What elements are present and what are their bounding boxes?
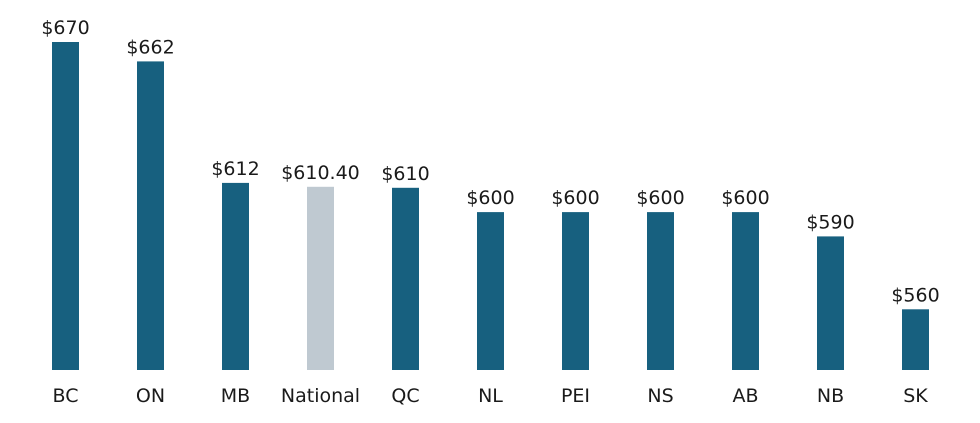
value-label-ab: $600: [721, 187, 769, 209]
category-label-sk: SK: [903, 385, 928, 407]
value-label-nl: $600: [466, 187, 514, 209]
category-label-ns: NS: [647, 385, 673, 407]
bar-on: [137, 61, 164, 371]
bars-group: [52, 42, 929, 371]
bar-sk: [902, 309, 929, 370]
value-label-qc: $610: [381, 163, 429, 185]
category-label-bc: BC: [53, 385, 79, 407]
value-label-nb: $590: [806, 211, 854, 233]
category-label-ab: AB: [732, 385, 758, 407]
bar-qc: [392, 187, 419, 370]
value-label-pei: $600: [551, 187, 599, 209]
bar-ab: [732, 212, 759, 370]
category-label-nb: NB: [817, 385, 844, 407]
value-label-bc: $670: [41, 17, 89, 39]
bar-pei: [562, 212, 589, 370]
bar-nb: [817, 236, 844, 370]
category-label-on: ON: [136, 385, 165, 407]
value-labels-group: $670 $662 $612 $610.40 $610 $600 $600 $600 $600 $…: [41, 17, 939, 306]
bar-ns: [647, 212, 674, 370]
category-label-national: National: [281, 385, 360, 407]
category-labels-group: BC ON MB National QC NL PEI NS AB NB SK: [53, 385, 929, 407]
value-label-national: $610.40: [281, 162, 360, 184]
category-label-nl: NL: [478, 385, 503, 407]
category-label-qc: QC: [391, 385, 419, 407]
bar-nl: [477, 212, 504, 370]
category-label-pei: PEI: [561, 385, 590, 407]
category-label-mb: MB: [221, 385, 250, 407]
bar-bc: [52, 42, 79, 370]
bar-national: [307, 186, 334, 370]
value-label-sk: $560: [891, 284, 939, 306]
value-label-ns: $600: [636, 187, 684, 209]
bar-mb: [222, 182, 249, 370]
value-label-mb: $612: [211, 158, 259, 180]
value-label-on: $662: [126, 36, 174, 58]
